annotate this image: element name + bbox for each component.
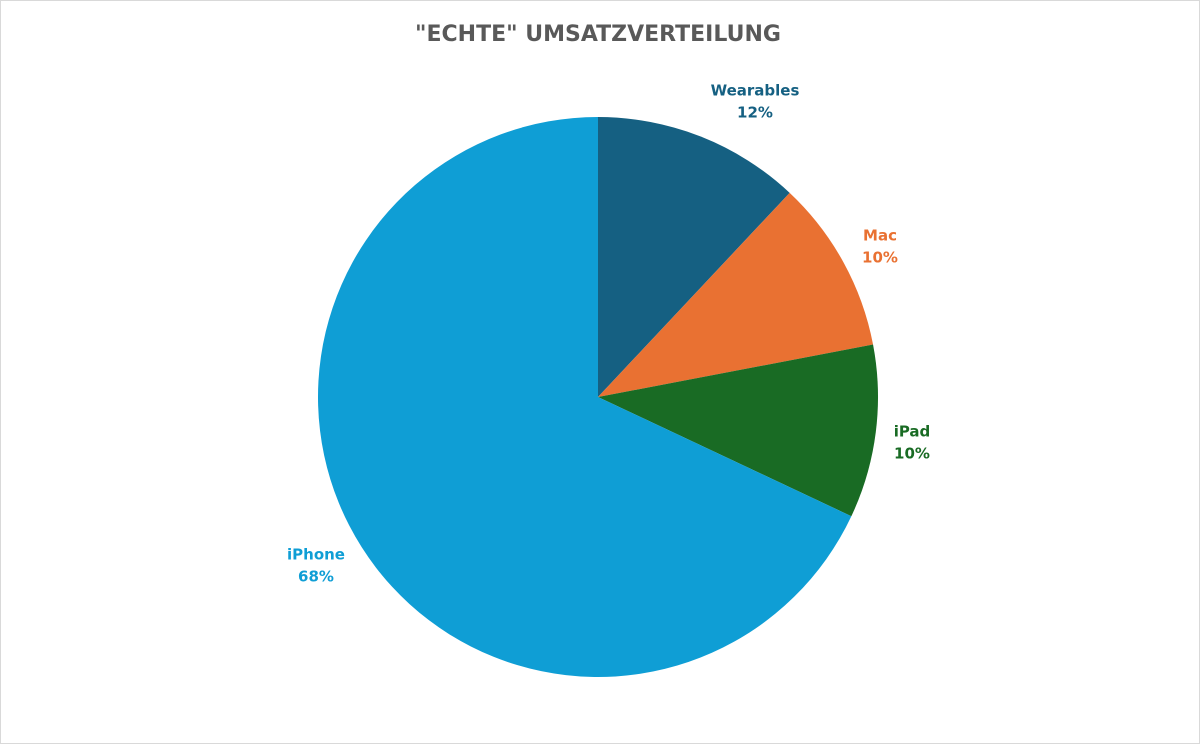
slice-value-label: 68% xyxy=(298,568,334,586)
pie-slice xyxy=(598,192,874,397)
pie-slice xyxy=(598,117,790,397)
slice-value-label: 10% xyxy=(862,249,898,267)
slice-value-label: 10% xyxy=(894,445,930,463)
slice-category-label: Wearables xyxy=(711,82,800,100)
slice-category-label: iPhone xyxy=(287,546,345,564)
pie-slice xyxy=(598,344,878,517)
pie-slice xyxy=(318,116,852,677)
slice-value-label: 12% xyxy=(737,104,773,122)
chart-title: "ECHTE" UMSATZVERTEILUNG xyxy=(415,22,781,47)
slice-category-label: Mac xyxy=(863,227,897,245)
slice-category-label: iPad xyxy=(894,423,931,441)
